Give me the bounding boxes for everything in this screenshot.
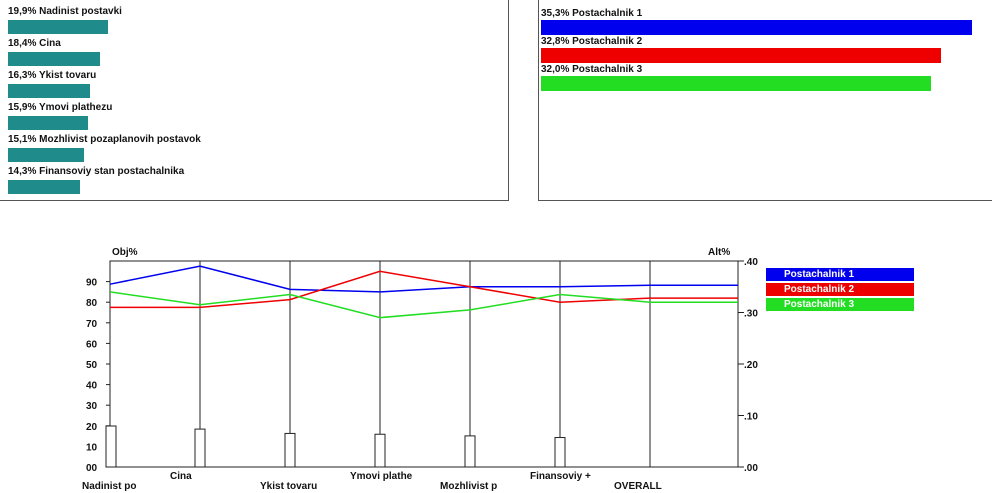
left-tick-label: 80 <box>86 298 98 309</box>
alternative-label: 35,3% Postachalnik 1 <box>541 8 643 19</box>
objective-label: 14,3% Finansoviy stan postachalnika <box>8 166 185 177</box>
objective-weight-box <box>464 435 476 468</box>
objective-weight-box <box>374 433 386 468</box>
objective-weight-bar[interactable] <box>8 180 80 194</box>
series-line <box>110 270 738 309</box>
series-line <box>109 291 738 319</box>
category-label: Ymovi plathe <box>350 471 413 482</box>
category-label: Finansoviy + <box>530 471 591 482</box>
objective-weight-bar[interactable] <box>8 116 88 130</box>
alternative-label: 32,0% Postachalnik 3 <box>541 64 643 75</box>
left-axis-label: Obj% <box>112 247 138 258</box>
legend-entry: Postachalnik 2 <box>766 283 914 296</box>
left-tick-label: 20 <box>86 422 98 433</box>
category-label: Cina <box>170 471 192 482</box>
objective-label: 15,1% Mozhlivist pozaplanovih postavok <box>8 134 201 145</box>
left-tick-label: 60 <box>86 339 98 350</box>
objective-weight-bar[interactable] <box>8 52 100 66</box>
legend-entry: Postachalnik 1 <box>766 268 914 281</box>
series-line <box>109 265 738 293</box>
objective-weight-bar[interactable] <box>8 148 84 162</box>
left-tick-label: 00 <box>86 463 98 474</box>
right-axis-label: Alt% <box>708 247 730 258</box>
objective-label: 19,9% Nadinist postavki <box>8 6 122 17</box>
left-tick-label: 10 <box>86 442 98 453</box>
left-tick-label: 70 <box>86 319 98 330</box>
objectives-panel: 19,9% Nadinist postavki 18,4% Cina 16,3% Y… <box>0 0 509 201</box>
objective-label: 18,4% Cina <box>8 38 61 49</box>
left-tick-label: 50 <box>86 360 98 371</box>
alternative-weight-bar[interactable] <box>541 76 932 91</box>
objective-weight-box <box>554 437 566 468</box>
right-tick-label: .30 <box>744 309 758 320</box>
right-tick-label: .20 <box>744 360 758 371</box>
category-label: Mozhlivist p <box>440 481 497 492</box>
plot-area <box>109 260 739 468</box>
alternative-weight-bar[interactable] <box>541 20 972 35</box>
alternative-weight-bar[interactable] <box>541 48 942 63</box>
objective-weight-box <box>194 428 206 468</box>
objective-weight-box <box>284 432 296 468</box>
left-tick-label: 90 <box>86 278 98 289</box>
right-tick-label: .40 <box>744 257 758 268</box>
right-tick-label: .00 <box>744 463 758 474</box>
objective-label: 15,9% Ymovi plathezu <box>8 102 113 113</box>
category-label: OVERALL <box>614 481 662 492</box>
objective-weight-bar[interactable] <box>8 20 108 34</box>
performance-sensitivity-chart: Obj% Alt% 90 80 70 60 50 40 30 20 10 00 .40 .30 .20 .10… <box>82 247 758 492</box>
left-tick-label: 30 <box>86 401 98 412</box>
objective-label: 16,3% Ykist tovaru <box>8 70 97 81</box>
right-tick-label: .10 <box>744 412 758 423</box>
legend-entry: Postachalnik 3 <box>766 298 914 311</box>
category-label: Ykist tovaru <box>260 481 317 492</box>
objective-weight-box <box>105 425 117 468</box>
alternatives-panel: 35,3% Postachalnik 1 32,8% Postachalnik 2… <box>538 0 992 201</box>
left-tick-label: 40 <box>86 381 98 392</box>
category-label: Nadinist po <box>82 481 136 492</box>
alternative-label: 32,8% Postachalnik 2 <box>541 36 643 47</box>
objective-weight-bar[interactable] <box>8 84 90 98</box>
